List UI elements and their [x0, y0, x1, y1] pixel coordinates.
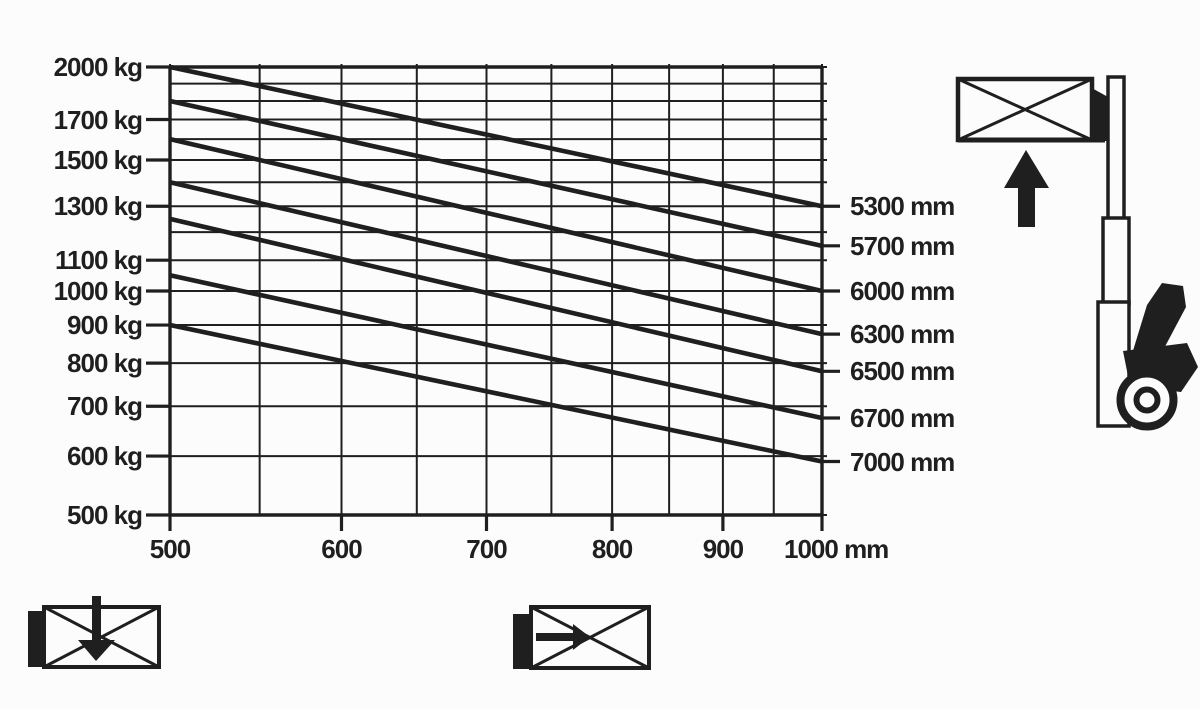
y-axis-label: 1700 kg: [53, 104, 143, 135]
lift-height-label: 6500 mm: [850, 356, 955, 387]
y-axis-label: 1100 kg: [55, 245, 143, 276]
lift-height-label: 6300 mm: [850, 319, 955, 350]
capacity-line: [169, 180, 823, 337]
raised-load-box: [955, 76, 1105, 143]
lift-up-arrow-icon: [1004, 150, 1049, 227]
capacity-line: [169, 98, 823, 249]
fork-backrest-bar: [28, 611, 45, 667]
x-axis-label: 900: [702, 534, 744, 564]
wheel-icon: [1116, 369, 1178, 431]
lift-height-label: 5700 mm: [850, 230, 955, 261]
x-axis-label: 700: [466, 534, 507, 564]
capacity-line: [169, 136, 823, 294]
y-axis-label: 600 kg: [67, 441, 143, 472]
y-axis-label: 800 kg: [67, 348, 143, 379]
y-axis-label: 1000 kg: [53, 276, 143, 306]
lift-height-label: 5300 mm: [850, 191, 955, 222]
x-axis-label: 600: [321, 534, 362, 564]
load-box: [42, 605, 161, 669]
x-axis-label: 500: [149, 534, 191, 564]
fork-backrest-bar: [513, 614, 531, 669]
lift-height-label: 6000 mm: [850, 276, 955, 306]
pallet-stacker-raised-load-icon: [955, 75, 1198, 431]
load-weight-down-arrow-icon: [28, 596, 161, 669]
carriage-plate: [1090, 87, 1108, 141]
load-box: [529, 605, 651, 670]
x-axis-label: 800: [591, 534, 633, 564]
y-axis-label: 700 kg: [67, 391, 143, 422]
lift-height-label: 6700 mm: [850, 403, 955, 434]
x-axis-label: 1000 mm: [784, 534, 889, 564]
y-axis-label: 1500 kg: [53, 144, 143, 175]
capacity-line: [169, 322, 823, 464]
capacity-line: [169, 64, 823, 209]
down-arrow-icon: [78, 596, 115, 661]
y-axis-label: 500 kg: [67, 500, 143, 530]
load-centre-distance-icon: [513, 605, 651, 670]
lift-height-label: 7000 mm: [850, 446, 955, 477]
right-arrow-icon: [536, 624, 590, 650]
capacity-line: [169, 216, 823, 374]
y-axis-label: 2000 kg: [53, 52, 143, 82]
capacity-line: [169, 272, 823, 421]
y-axis-label: 1300 kg: [53, 191, 143, 222]
y-axis-label: 900 kg: [67, 310, 143, 341]
